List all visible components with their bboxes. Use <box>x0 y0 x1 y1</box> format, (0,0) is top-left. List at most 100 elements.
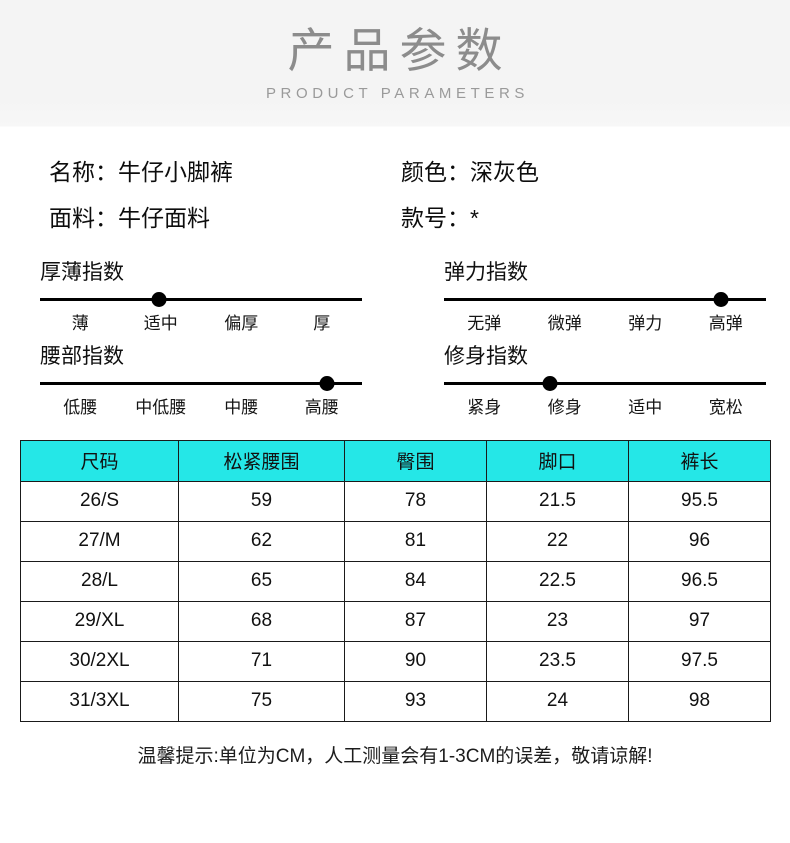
index-label: 薄 <box>71 313 89 333</box>
cell-hip: 78 <box>344 480 487 522</box>
cell-leg-opening: 21.5 <box>486 480 629 522</box>
index-labels-fit: 紧身 修身 适中 宽松 <box>444 393 766 418</box>
cell-leg-opening: 22.5 <box>486 560 629 602</box>
index-label: 紧身 <box>467 397 502 417</box>
index-block-waist: 腰部指数 低腰 中低腰 中腰 高腰 <box>40 344 362 418</box>
index-sliders: 厚薄指数 薄 适中 偏厚 厚 弹力指数 无弹 微弹 弹力 高弹 腰部指数 <box>0 260 790 418</box>
cell-size: 30/2XL <box>20 640 179 682</box>
index-block-thickness: 厚薄指数 薄 适中 偏厚 厚 <box>40 260 362 334</box>
index-labels-elasticity: 无弹 微弹 弹力 高弹 <box>444 309 766 334</box>
cell-waist: 59 <box>178 480 345 522</box>
index-block-fit: 修身指数 紧身 修身 适中 宽松 <box>444 344 766 418</box>
index-label: 偏厚 <box>224 313 259 333</box>
index-label: 无弹 <box>467 313 502 333</box>
column-header-size: 尺码 <box>20 439 179 482</box>
column-header-hip: 臀围 <box>344 439 487 482</box>
index-label: 适中 <box>143 313 178 333</box>
table-row: 30/2XL 71 90 23.5 97.5 <box>20 640 771 682</box>
cell-waist: 68 <box>178 600 345 642</box>
page-subtitle: PRODUCT PARAMETERS <box>265 85 530 103</box>
measurement-note: 温馨提示:单位为CM，人工测量会有1-3CM的误差，敬请谅解! <box>137 745 653 767</box>
index-labels-thickness: 薄 适中 偏厚 厚 <box>40 309 362 334</box>
basic-info-grid: 名称：牛仔小脚裤 颜色：深灰色 面料：牛仔面料 款号：* <box>0 158 790 233</box>
cell-hip: 87 <box>344 600 487 642</box>
index-label: 宽松 <box>708 397 743 417</box>
slider-line <box>444 297 766 301</box>
cell-leg-opening: 22 <box>486 520 629 562</box>
info-value-style-no: * <box>470 204 479 231</box>
cell-size: 28/L <box>20 560 179 602</box>
slider-dot-thickness <box>151 291 167 307</box>
column-header-waist: 松紧腰围 <box>178 439 345 482</box>
table-header-row: 尺码 松紧腰围 臀围 脚口 裤长 <box>20 439 771 482</box>
index-label: 高腰 <box>304 397 339 417</box>
index-track-fit <box>444 375 766 391</box>
index-track-waist <box>40 375 362 391</box>
index-label: 中低腰 <box>135 397 187 417</box>
cell-length: 96.5 <box>628 560 771 602</box>
cell-leg-opening: 24 <box>486 680 629 722</box>
column-header-length: 裤长 <box>628 439 771 482</box>
index-label: 修身 <box>547 397 582 417</box>
cell-waist: 75 <box>178 680 345 722</box>
index-title-waist: 腰部指数 <box>40 344 124 368</box>
cell-length: 96 <box>628 520 771 562</box>
table-row: 29/XL 68 87 23 97 <box>20 600 771 642</box>
cell-size: 26/S <box>20 480 179 522</box>
index-labels-waist: 低腰 中低腰 中腰 高腰 <box>40 393 362 418</box>
size-table-wrapper: 尺码 松紧腰围 臀围 脚口 裤长 26/S 59 78 21.5 95.5 27… <box>0 439 790 722</box>
index-label: 微弹 <box>547 313 582 333</box>
table-row: 28/L 65 84 22.5 96.5 <box>20 560 771 602</box>
cell-size: 29/XL <box>20 600 179 642</box>
cell-leg-opening: 23.5 <box>486 640 629 682</box>
info-item-color: 颜色：深灰色 <box>385 158 790 187</box>
page-banner: 产品参数 PRODUCT PARAMETERS <box>0 0 790 127</box>
cell-waist: 71 <box>178 640 345 682</box>
cell-size: 31/3XL <box>20 680 179 722</box>
cell-length: 95.5 <box>628 480 771 522</box>
info-item-name: 名称：牛仔小脚裤 <box>0 158 385 187</box>
index-label: 适中 <box>628 397 663 417</box>
index-label: 弹力 <box>628 313 663 333</box>
cell-length: 97.5 <box>628 640 771 682</box>
slider-line <box>444 381 766 385</box>
slider-line <box>40 381 362 385</box>
size-table-head: 尺码 松紧腰围 臀围 脚口 裤长 <box>20 439 771 482</box>
info-item-fabric: 面料：牛仔面料 <box>0 204 385 233</box>
size-table-body: 26/S 59 78 21.5 95.5 27/M 62 81 22 96 28… <box>20 480 771 722</box>
page-title: 产品参数 <box>287 23 512 77</box>
info-item-style-no: 款号：* <box>385 204 790 233</box>
slider-dot-fit <box>542 375 558 391</box>
info-label-name: 名称： <box>49 159 118 185</box>
cell-hip: 90 <box>344 640 487 682</box>
index-title-fit: 修身指数 <box>444 344 528 368</box>
index-track-thickness <box>40 291 362 307</box>
index-title-thickness: 厚薄指数 <box>40 260 124 284</box>
table-row: 31/3XL 75 93 24 98 <box>20 680 771 722</box>
slider-line <box>40 297 362 301</box>
info-value-color: 深灰色 <box>470 159 539 185</box>
index-label: 低腰 <box>63 397 98 417</box>
cell-length: 97 <box>628 600 771 642</box>
index-label: 厚 <box>313 313 331 333</box>
index-label: 高弹 <box>708 313 743 333</box>
info-value-name: 牛仔小脚裤 <box>118 159 233 185</box>
index-track-elasticity <box>444 291 766 307</box>
info-label-fabric: 面料： <box>49 204 118 231</box>
slider-dot-elasticity <box>713 291 729 307</box>
cell-waist: 62 <box>178 520 345 562</box>
index-title-elasticity: 弹力指数 <box>444 260 528 284</box>
cell-hip: 81 <box>344 520 487 562</box>
size-table: 尺码 松紧腰围 臀围 脚口 裤长 26/S 59 78 21.5 95.5 27… <box>20 439 771 722</box>
cell-length: 98 <box>628 680 771 722</box>
cell-hip: 84 <box>344 560 487 602</box>
info-label-color: 颜色： <box>401 159 470 185</box>
index-label: 中腰 <box>224 397 259 417</box>
index-block-elasticity: 弹力指数 无弹 微弹 弹力 高弹 <box>444 260 766 334</box>
info-value-fabric: 牛仔面料 <box>118 204 210 231</box>
cell-hip: 93 <box>344 680 487 722</box>
slider-dot-waist <box>319 375 335 391</box>
cell-size: 27/M <box>20 520 179 562</box>
table-row: 26/S 59 78 21.5 95.5 <box>20 480 771 522</box>
